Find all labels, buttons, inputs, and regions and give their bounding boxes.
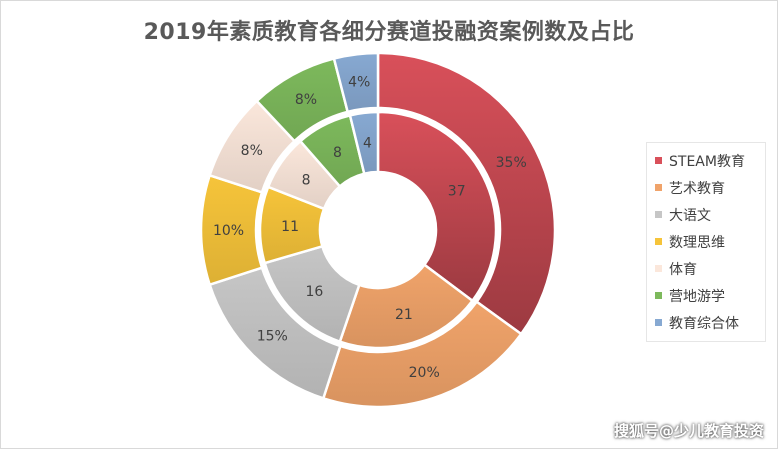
- outer-label-1: 20%: [409, 365, 440, 381]
- inner-label-6: 4: [363, 136, 372, 152]
- legend-label: STEAM教育: [669, 153, 745, 170]
- outer-segment-0: [376, 51, 557, 336]
- inner-label-5: 8: [333, 145, 342, 161]
- legend-item: 数理思维: [655, 228, 757, 255]
- outer-label-3: 10%: [213, 223, 244, 239]
- data-labels: 35% 20% 15% 10% 8% 8% 4% 37 21 16 11 8 8 4: [213, 75, 527, 382]
- legend-swatch: [655, 265, 662, 272]
- outer-label-2: 15%: [257, 329, 288, 345]
- legend-label: 营地游学: [669, 288, 725, 305]
- legend-label: 教育综合体: [669, 315, 739, 332]
- outer-label-5: 8%: [295, 92, 317, 108]
- inner-segment-0: [376, 110, 498, 303]
- legend-label: 体育: [669, 261, 697, 278]
- legend-swatch: [655, 184, 662, 191]
- watermark: 搜狐号@少儿教育投资: [613, 422, 764, 440]
- inner-ring: [258, 110, 498, 350]
- legend-item: 大语文: [655, 201, 757, 228]
- legend-swatch: [655, 292, 662, 299]
- inner-label-1: 21: [395, 307, 413, 323]
- chart-title: 2019年素质教育各细分赛道投融资案例数及占比: [143, 20, 635, 45]
- legend-item: STEAM教育: [655, 147, 757, 174]
- inner-label-0: 37: [448, 184, 466, 200]
- inner-segment-1: [338, 263, 475, 350]
- legend-label: 大语文: [669, 207, 711, 224]
- inner-label-2: 16: [305, 284, 323, 300]
- outer-label-4: 8%: [241, 143, 263, 159]
- outer-label-6: 4%: [348, 75, 370, 91]
- legend-label: 数理思维: [669, 234, 725, 251]
- outer-ring: [199, 51, 557, 409]
- legend-item: 营地游学: [655, 282, 757, 309]
- legend: STEAM教育 艺术教育大语文数理思维体育营地游学教育综合体: [646, 142, 766, 342]
- legend-swatch: [655, 238, 662, 245]
- outer-segment-6: [332, 51, 380, 114]
- legend-item: 体育: [655, 255, 757, 282]
- inner-segment-6: [348, 110, 380, 176]
- inner-label-4: 8: [302, 172, 311, 188]
- legend-swatch: [655, 319, 662, 326]
- legend-label: 艺术教育: [669, 180, 725, 197]
- legend-swatch: [655, 157, 662, 164]
- legend-item: 艺术教育: [655, 174, 757, 201]
- legend-item: 教育综合体: [655, 309, 757, 336]
- outer-label-0: 35%: [496, 155, 527, 171]
- legend-swatch: [655, 211, 662, 218]
- inner-label-3: 11: [281, 219, 299, 235]
